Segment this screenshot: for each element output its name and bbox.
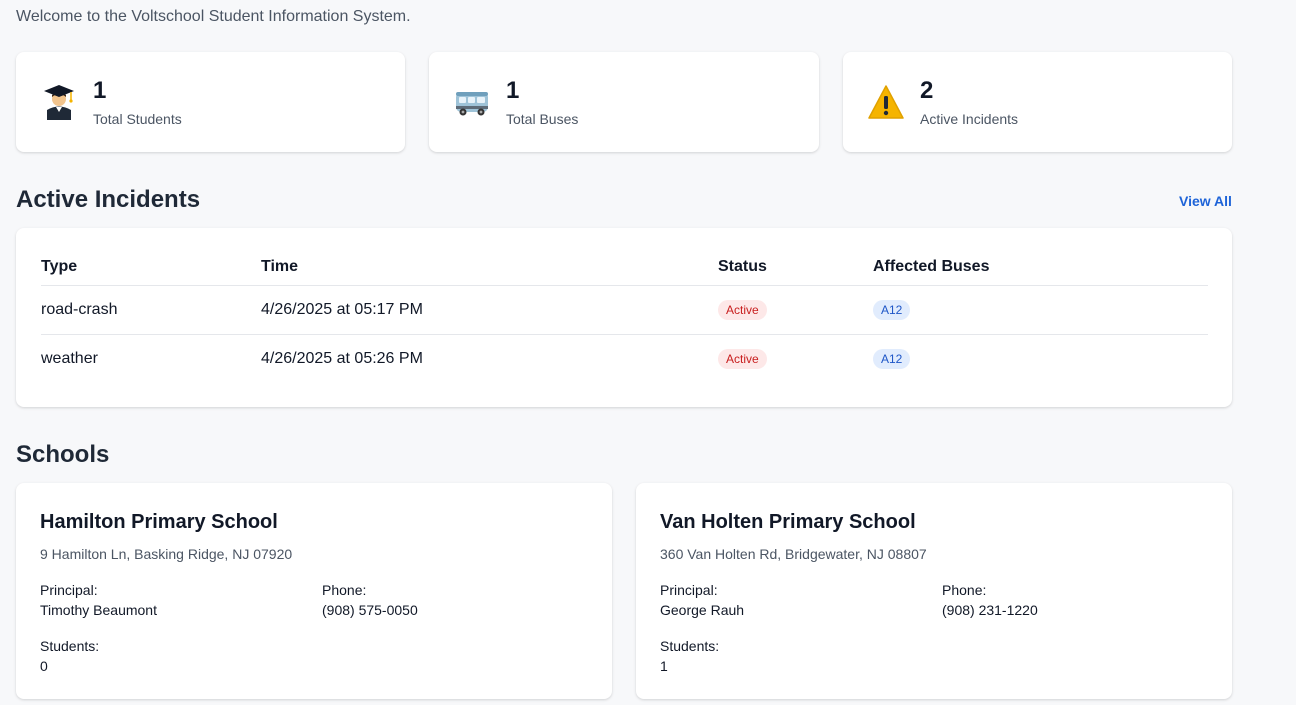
warning-icon (867, 83, 905, 121)
incident-type: road-crash (41, 285, 261, 335)
stat-card-students: 1 Total Students (16, 52, 405, 152)
principal-label: Principal: (40, 582, 98, 598)
column-header-affected-buses: Affected Buses (873, 248, 1208, 286)
stat-card-incidents: 2 Active Incidents (843, 52, 1232, 152)
principal-value: George Rauh (660, 602, 745, 618)
phone-value: (908) 575-0050 (322, 602, 418, 618)
incidents-table: Type Time Status Affected Buses road-cra… (41, 248, 1208, 383)
schools-section-title: Schools (16, 441, 110, 468)
school-name: Van Holten Primary School (660, 511, 916, 533)
students-label: Students: (660, 638, 720, 654)
status-badge: Active (718, 349, 767, 369)
school-name: Hamilton Primary School (40, 511, 278, 533)
graduate-icon (40, 83, 78, 121)
stat-value: 1 (506, 77, 520, 104)
stat-label: Total Students (93, 111, 182, 127)
stat-label: Active Incidents (920, 111, 1019, 127)
students-value: 0 (40, 658, 48, 674)
view-all-link[interactable]: View All (1179, 193, 1232, 209)
students-value: 1 (660, 658, 668, 674)
table-header-row: Type Time Status Affected Buses (41, 248, 1208, 286)
stat-value: 2 (920, 77, 934, 104)
stat-card-buses: 1 Total Buses (429, 52, 819, 152)
welcome-message: Welcome to the Voltschool Student Inform… (16, 8, 411, 25)
column-header-time: Time (261, 248, 718, 286)
school-address: 9 Hamilton Ln, Basking Ridge, NJ 07920 (40, 546, 293, 562)
phone-label: Phone: (322, 582, 367, 598)
column-header-type: Type (41, 248, 261, 286)
bus-badge: A12 (873, 300, 911, 320)
principal-value: Timothy Beaumont (40, 602, 157, 618)
status-badge: Active (718, 300, 767, 320)
incident-type: weather (41, 350, 98, 367)
school-card[interactable]: Hamilton Primary School 9 Hamilton Ln, B… (16, 483, 612, 699)
bus-icon (453, 83, 491, 121)
table-row[interactable]: weather 4/26/2025 at 05:26 PM Active A12 (41, 335, 1208, 384)
students-label: Students: (40, 638, 100, 654)
bus-badge: A12 (873, 349, 911, 369)
column-header-status: Status (718, 248, 873, 286)
incident-time: 4/26/2025 at 05:26 PM (261, 350, 423, 367)
phone-label: Phone: (942, 582, 987, 598)
principal-label: Principal: (660, 582, 718, 598)
stat-label: Total Buses (506, 111, 579, 127)
incidents-section-title: Active Incidents (16, 186, 201, 213)
stat-value: 1 (93, 77, 107, 104)
incident-time: 4/26/2025 at 05:17 PM (261, 285, 718, 335)
phone-value: (908) 231-1220 (942, 602, 1038, 618)
school-address: 360 Van Holten Rd, Bridgewater, NJ 08807 (660, 546, 927, 562)
incidents-panel: Type Time Status Affected Buses road-cra… (16, 228, 1232, 407)
school-card[interactable]: Van Holten Primary School 360 Van Holten… (636, 483, 1232, 699)
table-row[interactable]: road-crash 4/26/2025 at 05:17 PM Active … (41, 285, 1208, 335)
